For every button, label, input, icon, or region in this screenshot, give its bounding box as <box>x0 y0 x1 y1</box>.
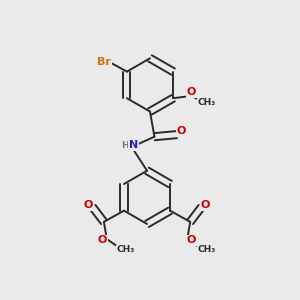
Text: O: O <box>98 235 107 245</box>
Text: CH₃: CH₃ <box>117 245 135 254</box>
Text: O: O <box>187 87 196 97</box>
Text: Br: Br <box>97 56 111 67</box>
Text: O: O <box>84 200 93 210</box>
Text: N: N <box>129 140 138 150</box>
Text: O: O <box>187 235 196 245</box>
Text: CH₃: CH₃ <box>198 98 216 107</box>
Text: H: H <box>121 141 128 150</box>
Text: O: O <box>177 126 186 136</box>
Text: O: O <box>201 200 210 210</box>
Text: CH₃: CH₃ <box>197 245 215 254</box>
